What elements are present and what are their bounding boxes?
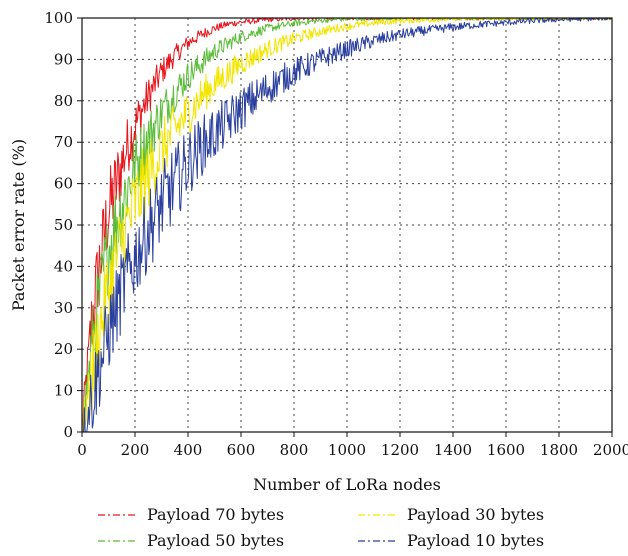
y-tick-label: 40 — [54, 257, 73, 275]
grid — [82, 18, 612, 432]
series-line-4 — [82, 17, 612, 433]
y-tick-label: 100 — [44, 9, 73, 27]
y-tick-label: 70 — [54, 133, 73, 151]
y-axis-title: Packet error rate (%) — [9, 139, 28, 311]
y-tick-label: 0 — [63, 423, 73, 441]
x-tick-label: 1000 — [328, 441, 366, 459]
x-tick-label: 1800 — [540, 441, 578, 459]
x-tick-label: 200 — [121, 441, 150, 459]
y-tick-label: 60 — [54, 175, 73, 193]
x-tick-label: 0 — [77, 441, 87, 459]
y-tick-label: 20 — [54, 340, 73, 358]
x-axis-title: Number of LoRa nodes — [253, 475, 441, 494]
y-axis: 0 10 20 30 40 50 60 70 80 90 100 — [44, 9, 82, 441]
legend-label: Payload 10 bytes — [407, 531, 544, 550]
y-tick-label: 80 — [54, 92, 73, 110]
x-tick-label: 600 — [227, 441, 256, 459]
x-tick-label: 1400 — [434, 441, 472, 459]
legend-label: Payload 50 bytes — [147, 531, 284, 550]
y-tick-label: 10 — [54, 382, 73, 400]
x-tick-label: 800 — [280, 441, 309, 459]
legend-label: Payload 30 bytes — [407, 505, 544, 524]
y-tick-label: 30 — [54, 299, 73, 317]
x-tick-label: 1600 — [487, 441, 525, 459]
legend-label: Payload 70 bytes — [147, 505, 284, 524]
x-tick-label: 2000 — [593, 441, 628, 459]
x-tick-label: 400 — [174, 441, 203, 459]
y-tick-label: 50 — [54, 216, 73, 234]
legend: Payload 70 bytes Payload 50 bytes Payload … — [98, 505, 544, 550]
y-tick-label: 90 — [54, 50, 73, 68]
x-axis: 0 200 400 600 800 1000 1200 1400 1600 1800 2000 — [77, 432, 628, 459]
x-tick-label: 1200 — [381, 441, 419, 459]
